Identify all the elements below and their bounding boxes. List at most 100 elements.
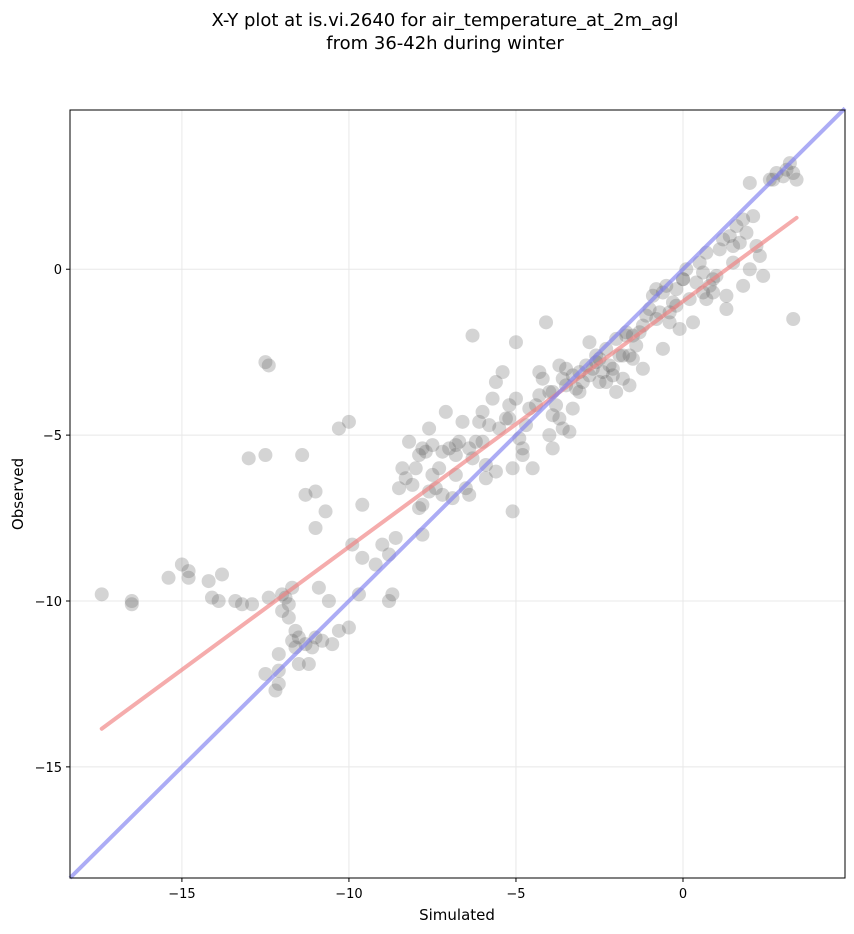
data-point — [609, 331, 624, 346]
data-point — [552, 358, 567, 373]
data-point — [756, 268, 771, 283]
data-point — [599, 341, 614, 356]
y-tick-label: 0 — [54, 263, 62, 278]
data-point — [331, 421, 346, 436]
data-point — [662, 315, 677, 330]
data-point — [712, 242, 727, 257]
data-point — [559, 361, 574, 376]
data-point — [448, 438, 463, 453]
data-point — [315, 633, 330, 648]
chart-title-line-2: from 36-42h during winter — [326, 33, 564, 54]
data-point — [425, 438, 440, 453]
data-point — [241, 451, 256, 466]
data-point — [432, 461, 447, 476]
data-point — [672, 321, 687, 336]
data-point — [532, 365, 547, 380]
data-point — [124, 597, 139, 612]
data-point — [341, 414, 356, 429]
data-point — [615, 371, 630, 386]
data-point — [181, 570, 196, 585]
data-point — [532, 388, 547, 403]
data-point — [228, 593, 243, 608]
data-point — [275, 603, 290, 618]
data-point — [298, 487, 313, 502]
data-point — [679, 262, 694, 277]
data-point — [351, 587, 366, 602]
data-point — [549, 398, 564, 413]
x-tick-label: −10 — [335, 887, 362, 902]
data-point — [472, 414, 487, 429]
chart-title-line-1: X-Y plot at is.vi.2640 for air_temperatu… — [211, 10, 678, 31]
y-tick-label: −10 — [35, 595, 62, 610]
data-point — [308, 521, 323, 536]
data-point — [625, 351, 640, 366]
data-point — [595, 365, 610, 380]
data-point — [438, 404, 453, 419]
data-point — [505, 461, 520, 476]
data-point — [124, 593, 139, 608]
data-point — [412, 448, 427, 463]
data-point — [392, 481, 407, 496]
data-point — [535, 371, 550, 386]
plot-frame — [69, 109, 846, 879]
data-point — [462, 441, 477, 456]
data-point — [385, 587, 400, 602]
data-point — [555, 421, 570, 436]
data-point — [716, 232, 731, 247]
data-point — [455, 414, 470, 429]
data-point — [508, 391, 523, 406]
data-point — [415, 441, 430, 456]
data-point — [639, 308, 654, 323]
x-tick-label: −5 — [506, 887, 525, 902]
data-point — [502, 398, 517, 413]
x-axis-label: Simulated — [419, 906, 495, 924]
data-point — [435, 487, 450, 502]
data-point — [415, 497, 430, 512]
data-point — [405, 477, 420, 492]
data-point — [779, 162, 794, 177]
chart-title: X-Y plot at is.vi.2640 for air_temperatu… — [211, 10, 678, 54]
data-point — [545, 408, 560, 423]
data-point — [258, 666, 273, 681]
data-point — [692, 255, 707, 270]
data-point — [161, 570, 176, 585]
data-point — [258, 448, 273, 463]
data-point — [261, 358, 276, 373]
data-point — [605, 368, 620, 383]
data-point — [655, 341, 670, 356]
data-point — [719, 302, 734, 317]
data-point — [174, 557, 189, 572]
data-point — [458, 481, 473, 496]
data-point — [325, 637, 340, 652]
data-point — [696, 265, 711, 280]
data-point — [786, 312, 801, 327]
data-point — [288, 623, 303, 638]
data-point — [425, 467, 440, 482]
data-point — [736, 278, 751, 293]
data-point — [655, 285, 670, 300]
data-point — [341, 620, 356, 635]
data-point — [442, 441, 457, 456]
data-point — [305, 640, 320, 655]
data-point — [645, 288, 660, 303]
data-point — [204, 590, 219, 605]
data-point — [408, 461, 423, 476]
regression-line — [99, 215, 799, 731]
data-point — [545, 441, 560, 456]
data-point — [422, 484, 437, 499]
data-point — [686, 315, 701, 330]
data-point — [495, 365, 510, 380]
data-point — [736, 212, 751, 227]
data-point — [502, 411, 517, 426]
data-point — [488, 375, 503, 390]
data-point — [291, 630, 306, 645]
data-point — [675, 272, 690, 287]
data-point — [722, 229, 737, 244]
data-point — [515, 441, 530, 456]
data-point — [478, 471, 493, 486]
data-point — [398, 471, 413, 486]
data-point — [258, 355, 273, 370]
data-point — [498, 411, 513, 426]
data-point — [689, 275, 704, 290]
